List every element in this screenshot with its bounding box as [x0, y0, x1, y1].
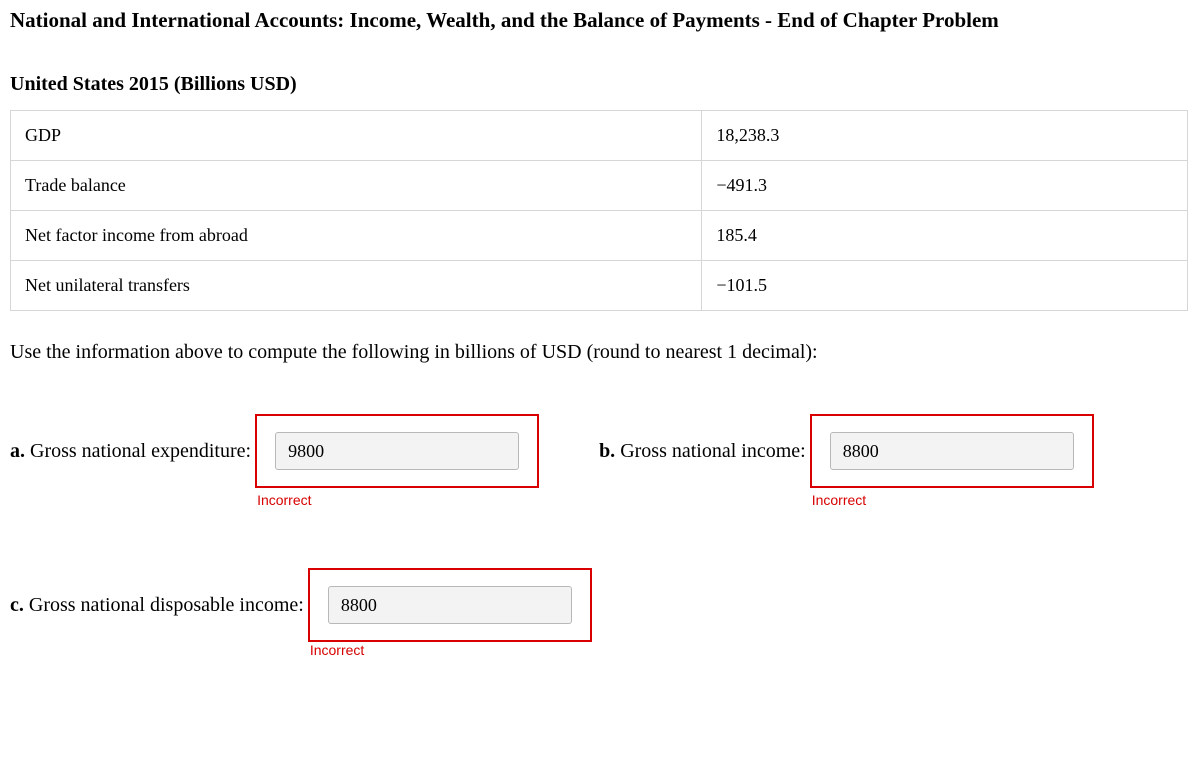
input-wrap-a: Incorrect [255, 414, 539, 488]
answer-block-a: a. Gross national expenditure: Incorrect [10, 414, 539, 488]
table-cell-label: Net unilateral transfers [11, 261, 702, 311]
answer-label-c: c. Gross national disposable income: [10, 594, 304, 617]
table-row: Net factor income from abroad 185.4 [11, 211, 1188, 261]
answer-input-c[interactable] [328, 586, 572, 624]
feedback-b: Incorrect [812, 492, 866, 508]
table-cell-label: Net factor income from abroad [11, 211, 702, 261]
table-cell-value: −101.5 [702, 261, 1188, 311]
answer-input-b[interactable] [830, 432, 1074, 470]
table-cell-label: Trade balance [11, 161, 702, 211]
page-title: National and International Accounts: Inc… [10, 8, 1190, 33]
table-row: GDP 18,238.3 [11, 111, 1188, 161]
table-row: Trade balance −491.3 [11, 161, 1188, 211]
table-cell-value: 18,238.3 [702, 111, 1188, 161]
data-table: GDP 18,238.3 Trade balance −491.3 Net fa… [10, 110, 1188, 311]
answer-block-c: c. Gross national disposable income: Inc… [10, 568, 592, 642]
input-wrap-b: Incorrect [810, 414, 1094, 488]
feedback-c: Incorrect [310, 642, 364, 658]
answers-container-2: c. Gross national disposable income: Inc… [10, 568, 1190, 642]
answers-container: a. Gross national expenditure: Incorrect… [10, 414, 1190, 568]
table-cell-label: GDP [11, 111, 702, 161]
answer-label-a: a. Gross national expenditure: [10, 440, 251, 463]
feedback-a: Incorrect [257, 492, 311, 508]
answer-input-a[interactable] [275, 432, 519, 470]
table-cell-value: −491.3 [702, 161, 1188, 211]
table-cell-value: 185.4 [702, 211, 1188, 261]
instruction-text: Use the information above to compute the… [10, 341, 1190, 364]
subtitle: United States 2015 (Billions USD) [10, 73, 1190, 96]
input-wrap-c: Incorrect [308, 568, 592, 642]
answer-label-b: b. Gross national income: [599, 440, 806, 463]
answer-block-b: b. Gross national income: Incorrect [599, 414, 1094, 488]
table-row: Net unilateral transfers −101.5 [11, 261, 1188, 311]
